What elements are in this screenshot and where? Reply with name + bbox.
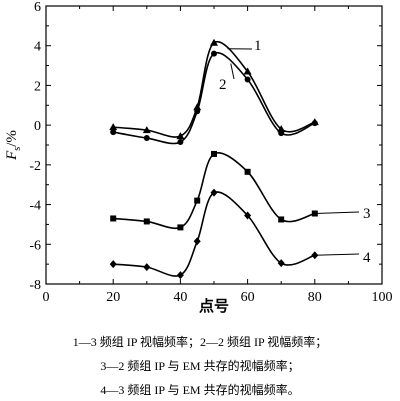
caption-line-3: 4—3 频组 IP 与 EM 共存的视幅频率。: [100, 383, 300, 397]
y-tick-label: -4: [29, 199, 41, 214]
series-1-point: [109, 123, 118, 131]
series-4-point: [277, 259, 285, 268]
series-1-point: [193, 103, 202, 111]
series-1-line: [113, 40, 316, 138]
series-1-tag: 1: [254, 38, 262, 54]
series-2-point: [211, 50, 217, 57]
series-1-point: [243, 67, 252, 75]
series-3-point: [211, 150, 217, 157]
y-tick-label: -6: [29, 238, 41, 253]
series-2-leader: [230, 63, 235, 80]
x-tick-label: 40: [173, 290, 187, 305]
series-2-point: [110, 129, 117, 136]
series-2-point: [177, 139, 184, 146]
series-4-point: [143, 263, 151, 272]
series-1-point: [176, 132, 185, 140]
series-3-point: [278, 216, 285, 223]
x-tick-label: 60: [241, 290, 255, 305]
series-2-point: [194, 108, 201, 115]
y-tick-label: 0: [34, 119, 41, 134]
y-tick-label: 4: [34, 40, 41, 55]
x-axis-title: 点号: [199, 298, 229, 315]
series-3-point: [177, 224, 184, 231]
y-tick-label: 6: [34, 0, 41, 15]
x-tick-label: 80: [308, 290, 322, 305]
series-2-line: [113, 51, 316, 145]
plot-frame: [45, 5, 383, 285]
series-1-point: [142, 126, 151, 134]
axes: 0 20 40 60 80 100 -8 -6 -4 -2 0 2 4 6 点号 Fs/%: [4, 0, 393, 315]
labels-layer: 1 2 3 4: [219, 38, 371, 266]
series-3-point: [194, 197, 201, 204]
caption-line-2: 3—2 频组 IP 与 EM 共存的视幅频率；: [100, 359, 300, 373]
y-tick-label: -2: [29, 159, 41, 174]
series-4-point: [210, 188, 218, 197]
series-4-leader: [314, 253, 360, 256]
series-3-point: [110, 215, 117, 222]
series-layer: [109, 38, 319, 280]
series-4-tag: 4: [363, 250, 371, 266]
series-4-point: [193, 237, 201, 246]
series-2-point: [278, 130, 285, 137]
x-tick-label: 20: [106, 290, 120, 305]
x-tick-label: 0: [43, 290, 50, 305]
series-4-point: [244, 211, 252, 220]
series-4-point: [176, 271, 184, 280]
y-tick-label: 2: [34, 79, 41, 94]
x-tick-label: 100: [372, 290, 393, 305]
y-axis-title: Fs/%: [4, 130, 23, 161]
series-4-point: [311, 251, 319, 260]
caption-line-1: 1—3 频组 IP 视幅频率；2—2 频组 IP 视幅频率；: [72, 335, 328, 349]
series-3-point: [244, 168, 251, 175]
series-3-point: [143, 218, 150, 225]
series-2-point: [143, 135, 150, 142]
series-2-point: [311, 120, 318, 127]
chart: 0 20 40 60 80 100 -8 -6 -4 -2 0 2 4 6 点号 Fs/% 1 2 3 4: [4, 0, 393, 315]
series-3-tag: 3: [363, 206, 371, 222]
series-2-tag: 2: [219, 77, 227, 93]
series-4-line: [113, 191, 316, 277]
series-2-point: [244, 76, 251, 83]
series-3-leader: [314, 211, 360, 215]
series-1-point: [210, 38, 218, 46]
series-4-point: [109, 260, 117, 269]
y-tick-label: -8: [29, 278, 41, 293]
